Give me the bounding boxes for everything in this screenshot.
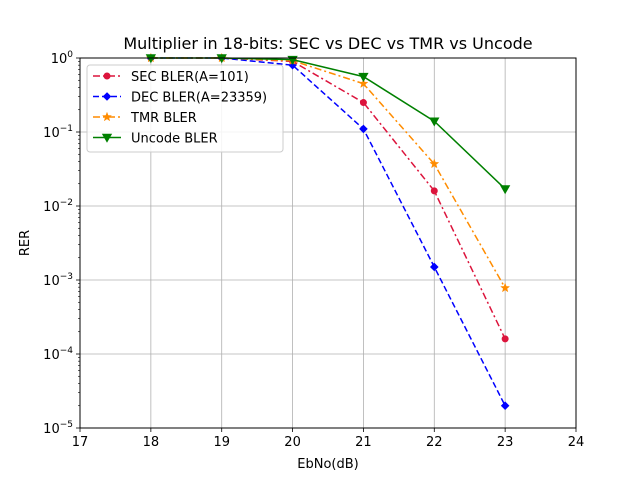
legend-marker	[103, 72, 111, 80]
legend-marker	[102, 92, 112, 101]
legend-label: TMR BLER	[130, 111, 197, 126]
plot-frame	[79, 57, 577, 429]
y-tick-exponent: −4	[60, 346, 74, 356]
y-tick-base: 10	[43, 126, 60, 141]
data-point	[216, 54, 227, 64]
y-tick-base: 10	[43, 274, 60, 289]
data-point	[499, 185, 511, 195]
data-point	[430, 187, 438, 195]
data-point	[359, 99, 367, 107]
legend: SEC BLER(A=101) DEC BLER(A=23359) TMR BLER…	[86, 64, 284, 153]
x-tick-label: 21	[355, 435, 372, 450]
legend-box	[86, 64, 284, 153]
y-tick-exponent: −5	[60, 420, 73, 430]
y-tick-exponent: −3	[60, 272, 73, 282]
data-point	[429, 158, 440, 169]
data-point	[359, 124, 368, 134]
x-tick-label: 19	[213, 435, 230, 450]
y-tick-label: 100	[51, 50, 74, 67]
y-tick-label: 10−4	[43, 346, 73, 363]
y-tick-exponent: −2	[60, 198, 73, 208]
legend-item: Uncode BLER	[93, 132, 218, 147]
x-tick-label: 17	[72, 435, 89, 450]
series-layer	[145, 52, 511, 411]
y-tick-base: 10	[51, 52, 68, 67]
y-tick-base: 10	[43, 348, 60, 363]
x-tick-label: 18	[143, 435, 160, 450]
x-tick-label: 20	[284, 435, 301, 450]
y-tick-exponent: −1	[60, 124, 73, 134]
legend-label: Uncode BLER	[131, 132, 218, 147]
y-tick-base: 10	[43, 200, 60, 215]
y-tick-exponent: 0	[67, 50, 73, 60]
legend-item: SEC BLER(A=101)	[93, 70, 249, 85]
data-point	[500, 282, 511, 293]
data-point	[501, 335, 509, 343]
legend-marker	[101, 133, 113, 143]
x-tick-label: 22	[426, 435, 443, 450]
legend-label: SEC BLER(A=101)	[131, 70, 249, 85]
legend-label: DEC BLER(A=23359)	[131, 91, 267, 106]
data-point	[429, 117, 440, 127]
legend-item: TMR BLER	[93, 111, 197, 126]
chart-title: Multiplier in 18-bits: SEC vs DEC vs TMR…	[123, 34, 532, 53]
y-tick-label: 10−1	[43, 124, 73, 141]
legend-marker	[101, 111, 113, 122]
data-point	[429, 262, 439, 272]
series-line	[150, 57, 506, 340]
y-tick-base: 10	[43, 422, 60, 437]
data-point	[358, 78, 369, 88]
x-tick-label: 23	[497, 435, 514, 450]
y-tick-label: 10−5	[43, 420, 73, 437]
data-point	[500, 401, 510, 411]
data-point	[358, 72, 369, 82]
series-line	[150, 57, 506, 289]
y-tick-label: 10−2	[43, 198, 73, 215]
y-axis-label: RER	[18, 230, 33, 256]
x-axis-label: EbNo(dB)	[297, 457, 358, 472]
data-point	[145, 54, 157, 64]
y-tick-label: 10−3	[43, 272, 73, 289]
x-tick-label: 24	[568, 435, 585, 450]
legend-item: DEC BLER(A=23359)	[93, 91, 267, 106]
